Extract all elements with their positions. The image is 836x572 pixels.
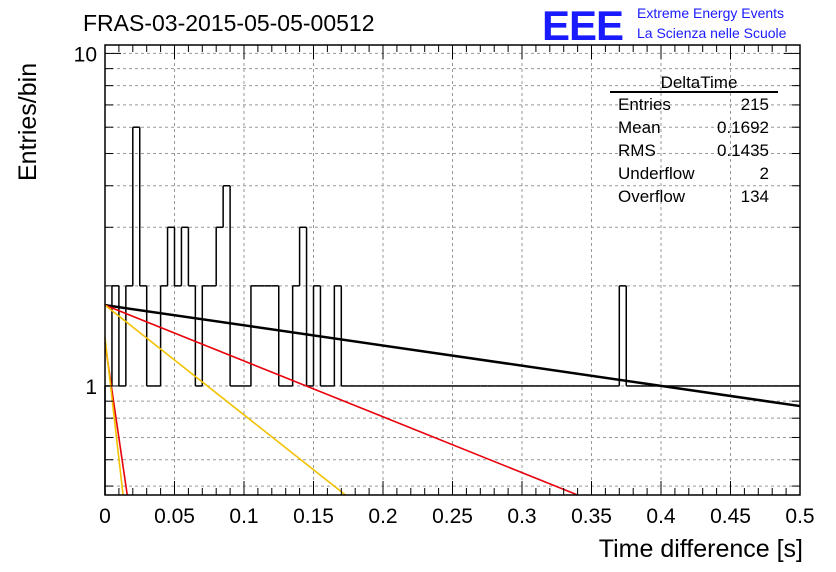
grid-lines xyxy=(105,45,800,495)
x-tick-label: 0.2 xyxy=(368,505,397,528)
stats-value: 2 xyxy=(760,164,769,183)
stats-value: 0.1692 xyxy=(717,118,769,137)
y-axis-label-wrap: Entries/bin xyxy=(14,63,42,181)
y-tick-label: 1 xyxy=(85,376,97,399)
y-axis-label: Entries/bin xyxy=(14,63,42,181)
stats-value: 134 xyxy=(741,187,769,206)
x-tick-label: 0.35 xyxy=(571,505,612,528)
x-tick-label: 0 xyxy=(99,505,111,528)
stats-label: Overflow xyxy=(618,187,686,206)
fit-line-yellow xyxy=(104,304,346,496)
plot-title: FRAS-03-2015-05-05-00512 xyxy=(83,10,375,36)
x-tick-label: 0.5 xyxy=(785,505,814,528)
x-tick-label: 0.25 xyxy=(432,505,473,528)
x-tick-label: 0.4 xyxy=(646,505,676,528)
logo-subtitle-line1: Extreme Energy Events xyxy=(637,5,785,21)
x-tick-label: 0.3 xyxy=(507,505,536,528)
histogram-bars xyxy=(104,126,800,495)
stats-box: DeltaTime Entries 215 Mean 0.1692 RMS 0.1435 Un… xyxy=(610,73,778,206)
stats-value: 215 xyxy=(741,95,769,114)
logo-subtitle-line2: La Scienza nelle Scuole xyxy=(637,25,787,41)
stats-label: Underflow xyxy=(618,164,695,183)
fit-line-yellow xyxy=(104,337,124,496)
stats-label: RMS xyxy=(618,141,656,160)
stats-value: 0.1435 xyxy=(717,141,769,160)
x-tick-label: 0.45 xyxy=(710,505,751,528)
stats-label: Entries xyxy=(618,95,671,114)
x-tick-label: 0.05 xyxy=(154,505,195,528)
x-axis-ticks: 0 0.05 0.1 0.15 0.2 0.25 0.3 0.35 0.4 0.45 0.5 xyxy=(99,45,815,528)
fit-lines xyxy=(104,303,801,496)
x-axis-label: Time difference [s] xyxy=(598,535,803,563)
stats-label: Mean xyxy=(618,118,661,137)
y-axis-ticks: 1 10 xyxy=(74,43,800,487)
stats-title: DeltaTime xyxy=(661,73,738,92)
fit-line-black xyxy=(104,303,801,408)
y-tick-label: 10 xyxy=(74,43,97,66)
x-tick-label: 0.15 xyxy=(293,505,334,528)
eee-logo: EEE xyxy=(542,2,624,49)
x-tick-label: 0.1 xyxy=(229,505,258,528)
fit-line-red xyxy=(104,304,578,496)
